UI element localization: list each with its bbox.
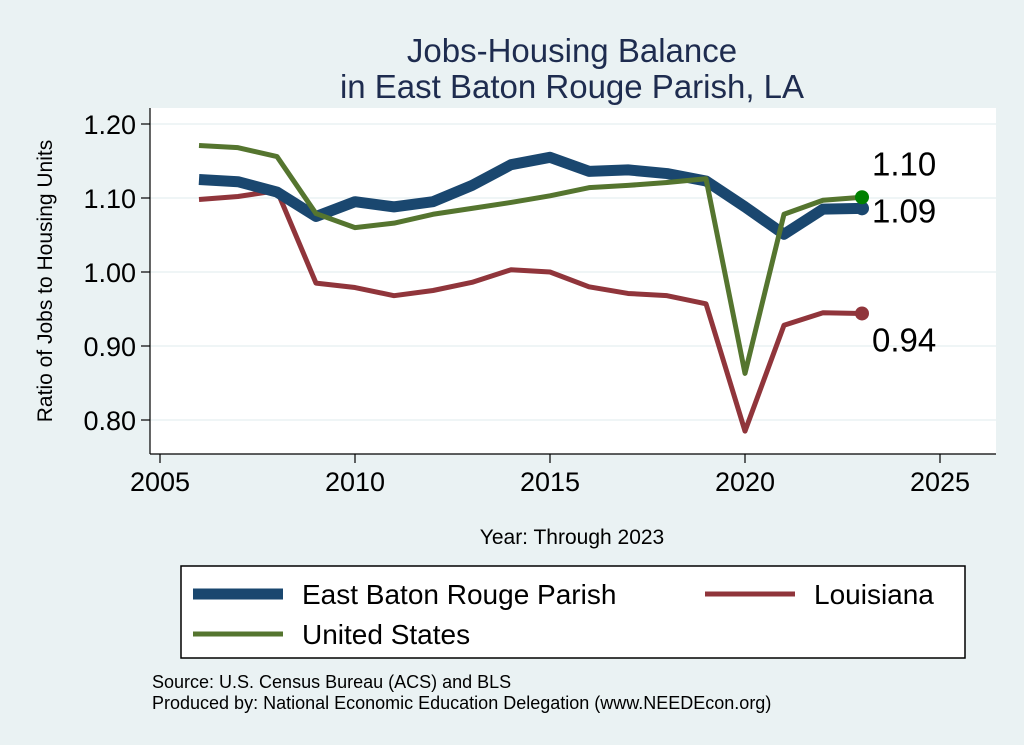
legend-label-louisiana: Louisiana xyxy=(814,579,934,610)
x-tick-label-2015: 2015 xyxy=(520,467,580,497)
series-line-louisiana xyxy=(198,188,863,434)
series-line-east-baton-rouge-parish xyxy=(198,151,863,240)
legend: East Baton Rouge Parish Louisiana United… xyxy=(180,565,966,659)
chart-title-line-2: in East Baton Rouge Parish, LA xyxy=(340,68,804,105)
legend-label-east-baton-rouge: East Baton Rouge Parish xyxy=(302,579,616,610)
x-tick-label-2010: 2010 xyxy=(325,467,385,497)
y-tick-label-1.20: 1.20 xyxy=(83,110,136,140)
y-tick-label-1.00: 1.00 xyxy=(83,258,136,288)
y-tick-label-0.80: 0.80 xyxy=(83,406,136,436)
producer-note: Produced by: National Economic Education… xyxy=(152,693,771,713)
end-labels: 1.09 0.94 1.10 xyxy=(855,145,936,358)
series-line-united-states xyxy=(198,142,863,376)
source-note: Source: U.S. Census Bureau (ACS) and BLS xyxy=(152,672,511,692)
chart-title-line-1: Jobs-Housing Balance xyxy=(407,32,737,69)
x-tick-label-2025: 2025 xyxy=(910,467,970,497)
x-tick-label-2020: 2020 xyxy=(715,467,775,497)
y-tick-label-1.10: 1.10 xyxy=(83,184,136,214)
end-marker-east-baton-rouge-parish xyxy=(855,201,869,216)
end-label-east-baton-rouge-parish: 1.09 xyxy=(872,192,936,229)
end-marker-louisiana xyxy=(855,306,869,321)
end-marker-united-states xyxy=(855,190,869,205)
x-tick-label-2005: 2005 xyxy=(130,467,190,497)
legend-label-united-states: United States xyxy=(302,619,470,650)
end-label-louisiana: 0.94 xyxy=(872,321,936,358)
series-lines xyxy=(198,142,863,434)
y-axis-label: Ratio of Jobs to Housing Units xyxy=(34,140,57,422)
legend-box xyxy=(180,565,966,659)
end-label-united-states: 1.10 xyxy=(872,145,936,182)
y-tick-label-0.90: 0.90 xyxy=(83,332,136,362)
x-axis-label: Year: Through 2023 xyxy=(480,526,665,549)
axes: 0.80 0.90 1.00 1.10 1.20 2005 2010 2015 2020 2025 xyxy=(83,108,996,497)
